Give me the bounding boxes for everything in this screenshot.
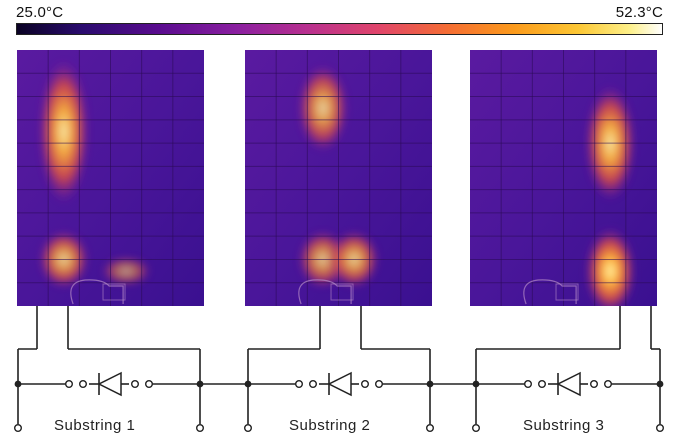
thermal-image-substring-2 — [245, 50, 432, 306]
temperature-colorbar — [16, 23, 663, 35]
terminal — [13, 424, 22, 433]
terminal — [538, 380, 547, 389]
hotspot — [38, 59, 89, 204]
terminal — [295, 380, 304, 389]
colorbar-max-label: 52.3°C — [615, 4, 663, 21]
terminal — [426, 424, 435, 433]
junction-box-outline — [102, 283, 126, 301]
bypass-diode-icon — [556, 371, 581, 397]
cable-outline — [70, 279, 124, 305]
terminal — [195, 424, 204, 433]
terminal — [472, 424, 481, 433]
terminal — [243, 424, 252, 433]
terminal — [656, 424, 665, 433]
terminal — [78, 380, 87, 389]
substring-1-label: Substring 1 — [54, 417, 136, 434]
bypass-diode-icon — [327, 371, 352, 397]
hotspot — [101, 256, 152, 286]
junction-box-outline — [555, 283, 579, 301]
junction-dot — [656, 380, 664, 388]
junction-box-outline — [330, 283, 354, 301]
terminal — [130, 380, 139, 389]
hotspot — [297, 64, 348, 152]
terminal — [144, 380, 153, 389]
bypass-diode-icon — [97, 371, 122, 397]
substring-3-label: Substring 3 — [523, 417, 605, 434]
terminal — [64, 380, 73, 389]
thermal-image-substring-1 — [17, 50, 204, 306]
junction-dot — [14, 380, 22, 388]
hotspot — [585, 227, 636, 306]
terminal — [375, 380, 384, 389]
terminal — [361, 380, 370, 389]
terminal — [604, 380, 613, 389]
bypass-circuit-diagram — [13, 306, 665, 433]
terminal — [309, 380, 318, 389]
substring-2-label: Substring 2 — [289, 417, 371, 434]
cable-outline — [523, 279, 577, 305]
colorbar-min-label: 25.0°C — [16, 4, 64, 21]
terminal — [524, 380, 533, 389]
terminal — [590, 380, 599, 389]
cable-outline — [298, 279, 352, 305]
thermal-image-substring-3 — [470, 50, 657, 306]
